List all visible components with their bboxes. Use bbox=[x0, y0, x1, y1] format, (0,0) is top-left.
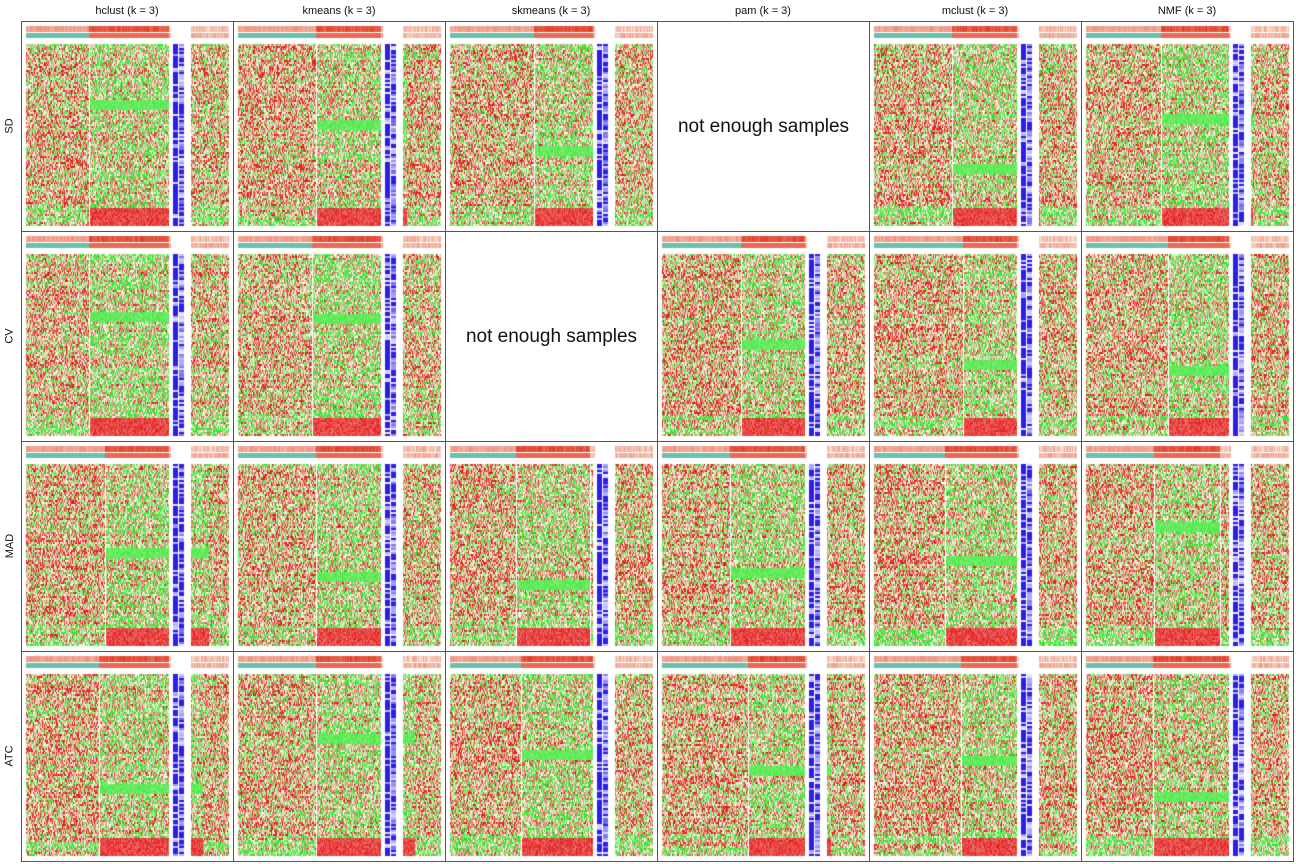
cell-atc-kmeans bbox=[233, 651, 446, 862]
heatmap-image bbox=[658, 652, 869, 861]
cell-atc-hclust bbox=[21, 651, 234, 862]
cell-sd-nmf bbox=[1081, 21, 1294, 232]
cell-sd-hclust bbox=[21, 21, 234, 232]
cell-atc-pam bbox=[657, 651, 870, 862]
cell-sd-skmeans bbox=[445, 21, 658, 232]
cell-mad-hclust bbox=[21, 441, 234, 652]
heatmap-image bbox=[22, 232, 233, 441]
cell-cv-hclust bbox=[21, 231, 234, 442]
heatmap-image bbox=[22, 652, 233, 861]
heatmap-image bbox=[1082, 442, 1293, 651]
cell-mad-nmf bbox=[1081, 441, 1294, 652]
cell-atc-skmeans bbox=[445, 651, 658, 862]
cell-cv-nmf bbox=[1081, 231, 1294, 442]
cell-mad-kmeans bbox=[233, 441, 446, 652]
heatmap-image bbox=[1082, 652, 1293, 861]
heatmap-image bbox=[234, 652, 445, 861]
heatmap-image bbox=[446, 442, 657, 651]
cell-mad-skmeans bbox=[445, 441, 658, 652]
heatmap-image bbox=[446, 22, 657, 231]
heatmap-image bbox=[22, 22, 233, 231]
not-enough-samples-message: not enough samples bbox=[677, 115, 850, 137]
column-header-pam: pam (k = 3) bbox=[735, 5, 791, 17]
cell-sd-mclust bbox=[869, 21, 1082, 232]
cell-mad-pam bbox=[657, 441, 870, 652]
cell-sd-kmeans bbox=[233, 21, 446, 232]
row-label-atc: ATC bbox=[4, 745, 16, 767]
heatmap-image bbox=[658, 442, 869, 651]
column-header-skmeans: skmeans (k = 3) bbox=[511, 5, 591, 17]
heatmap-image bbox=[234, 232, 445, 441]
row-label-sd: SD bbox=[4, 118, 16, 134]
cell-atc-nmf bbox=[1081, 651, 1294, 862]
heatmap-image bbox=[870, 232, 1081, 441]
row-label-cv: CV bbox=[4, 328, 16, 344]
column-header-hclust: hclust (k = 3) bbox=[95, 5, 159, 17]
heatmap-image bbox=[658, 232, 869, 441]
heatmap-image bbox=[22, 442, 233, 651]
row-label-mad: MAD bbox=[4, 533, 17, 559]
cell-cv-mclust bbox=[869, 231, 1082, 442]
column-header-mclust: mclust (k = 3) bbox=[941, 5, 1009, 17]
column-header-kmeans: kmeans (k = 3) bbox=[302, 5, 376, 17]
cell-sd-pam: not enough samples bbox=[657, 21, 870, 232]
column-header-nmf: NMF (k = 3) bbox=[1157, 5, 1217, 17]
heatmap-image bbox=[1082, 22, 1293, 231]
heatmap-image bbox=[446, 652, 657, 861]
heatmap-image bbox=[234, 22, 445, 231]
cell-cv-skmeans: not enough samples bbox=[445, 231, 658, 442]
cell-mad-mclust bbox=[869, 441, 1082, 652]
not-enough-samples-message: not enough samples bbox=[465, 325, 638, 347]
heatmap-image bbox=[234, 442, 445, 651]
heatmap-image bbox=[870, 22, 1081, 231]
heatmap-image bbox=[870, 442, 1081, 651]
cell-cv-pam bbox=[657, 231, 870, 442]
cell-atc-mclust bbox=[869, 651, 1082, 862]
cell-cv-kmeans bbox=[233, 231, 446, 442]
heatmap-image bbox=[870, 652, 1081, 861]
heatmap-image bbox=[1082, 232, 1293, 441]
